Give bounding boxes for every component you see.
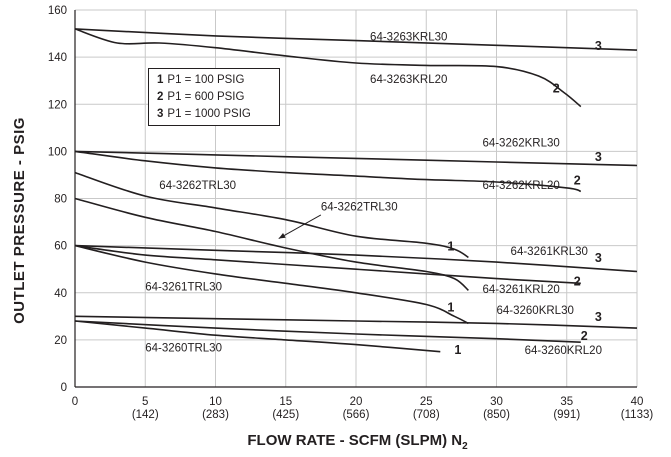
y-tick-label: 80 <box>54 194 67 206</box>
series-line <box>74 197 469 292</box>
pressure-curve-number: 2 <box>574 173 581 187</box>
y-tick-label: 60 <box>54 241 67 253</box>
pressure-curve-number: 1 <box>454 343 461 357</box>
pressure-curve-number: 3 <box>595 310 602 324</box>
series-line <box>74 244 469 325</box>
pressure-curve-number: 2 <box>581 329 588 343</box>
x-axis-label: FLOW RATE - SCFM (SLPM) N <box>247 432 463 449</box>
x-axis-label-subscript: 2 <box>462 441 468 452</box>
x-tick-label: 30 <box>490 396 503 408</box>
series-label: 64-3260TRL30 <box>145 343 222 355</box>
pressure-curve-number: 1 <box>447 301 454 315</box>
pressure-curve-number: 3 <box>595 39 602 53</box>
x-tick-sublabel: (991) <box>553 409 580 421</box>
legend-number: 2 <box>157 91 164 103</box>
series-line <box>74 28 638 51</box>
pressure-curve-number: 2 <box>574 275 581 289</box>
legend-entry-1: 1 P1 = 100 PSIG <box>157 72 279 89</box>
series-label: 64-3263KRL20 <box>370 74 447 86</box>
y-tick-label: 0 <box>61 382 67 394</box>
leader-line <box>278 214 322 239</box>
legend-number: 3 <box>157 108 164 120</box>
y-axis-label-wrap: OUTLET PRESSURE - PSIG <box>8 10 30 430</box>
series-line <box>74 244 581 285</box>
legend-text: P1 = 100 PSIG <box>167 74 245 86</box>
grid <box>74 9 638 388</box>
series-line <box>74 28 582 108</box>
series-line <box>74 150 638 167</box>
series-line <box>74 320 441 353</box>
x-tick-label: 40 <box>631 396 644 408</box>
x-tick-sublabel: (566) <box>343 409 370 421</box>
x-tick-sublabel: (708) <box>413 409 440 421</box>
series-lines <box>74 28 638 353</box>
series-label: 64-3261KRL20 <box>482 284 559 296</box>
legend-text: P1 = 1000 PSIG <box>167 108 251 120</box>
x-tick-label: 10 <box>209 396 222 408</box>
x-tick-sublabel: (142) <box>132 409 159 421</box>
pressure-curve-number: 1 <box>447 239 454 253</box>
x-tick-sublabel: (850) <box>483 409 510 421</box>
y-axis-label: OUTLET PRESSURE - PSIG <box>10 116 28 324</box>
x-tick-sublabel: (283) <box>202 409 229 421</box>
legend-entry-3: 3 P1 = 1000 PSIG <box>157 106 279 123</box>
series-label: 64-3261KRL30 <box>511 246 588 258</box>
x-tick-label: 5 <box>142 396 148 408</box>
x-tick-label: 20 <box>350 396 363 408</box>
series-label: 64-3260KRL20 <box>525 345 602 357</box>
x-axis-label-wrap: FLOW RATE - SCFM (SLPM) N2 <box>75 432 640 452</box>
series-label: 64-3261TRL30 <box>145 281 222 293</box>
x-tick-sublabel: (1133) <box>621 409 654 421</box>
y-tick-label: 20 <box>54 335 67 347</box>
series-line <box>74 315 638 329</box>
x-tick-label: 35 <box>560 396 573 408</box>
series-label: 64-3262KRL30 <box>482 138 559 150</box>
series-line <box>74 244 638 273</box>
y-tick-label: 40 <box>54 288 67 300</box>
series-labels: 64-3263KRL30364-3263KRL20264-3262KRL3036… <box>145 32 602 357</box>
series-label: 64-3262TRL30 <box>159 180 236 192</box>
x-tick-label: 25 <box>420 396 433 408</box>
series-line <box>74 320 581 343</box>
legend: 1 P1 = 100 PSIG 2 P1 = 600 PSIG 3 P1 = 1000… <box>148 68 280 126</box>
x-tick-sublabel: (425) <box>272 409 299 421</box>
series-label: 64-3260KRL30 <box>497 305 574 317</box>
legend-entry-2: 2 P1 = 600 PSIG <box>157 89 279 106</box>
series-label: 64-3262TRL30 <box>321 201 398 213</box>
legend-number: 1 <box>157 74 164 86</box>
series-line <box>74 150 582 193</box>
y-tick-label: 140 <box>48 52 67 64</box>
leader-arrowhead <box>278 233 286 239</box>
x-tick-label: 15 <box>279 396 292 408</box>
series-label: 64-3262KRL20 <box>482 180 559 192</box>
pressure-curve-number: 3 <box>595 251 602 265</box>
y-tick-label: 120 <box>48 99 67 111</box>
y-tick-label: 160 <box>48 5 67 17</box>
pressure-curve-number: 2 <box>553 81 560 95</box>
x-tick-label: 0 <box>72 396 78 408</box>
y-tick-label: 100 <box>48 146 67 158</box>
pressure-curve-number: 3 <box>595 150 602 164</box>
legend-text: P1 = 600 PSIG <box>167 91 245 103</box>
series-line <box>74 171 469 259</box>
series-label: 64-3263KRL30 <box>370 32 447 44</box>
